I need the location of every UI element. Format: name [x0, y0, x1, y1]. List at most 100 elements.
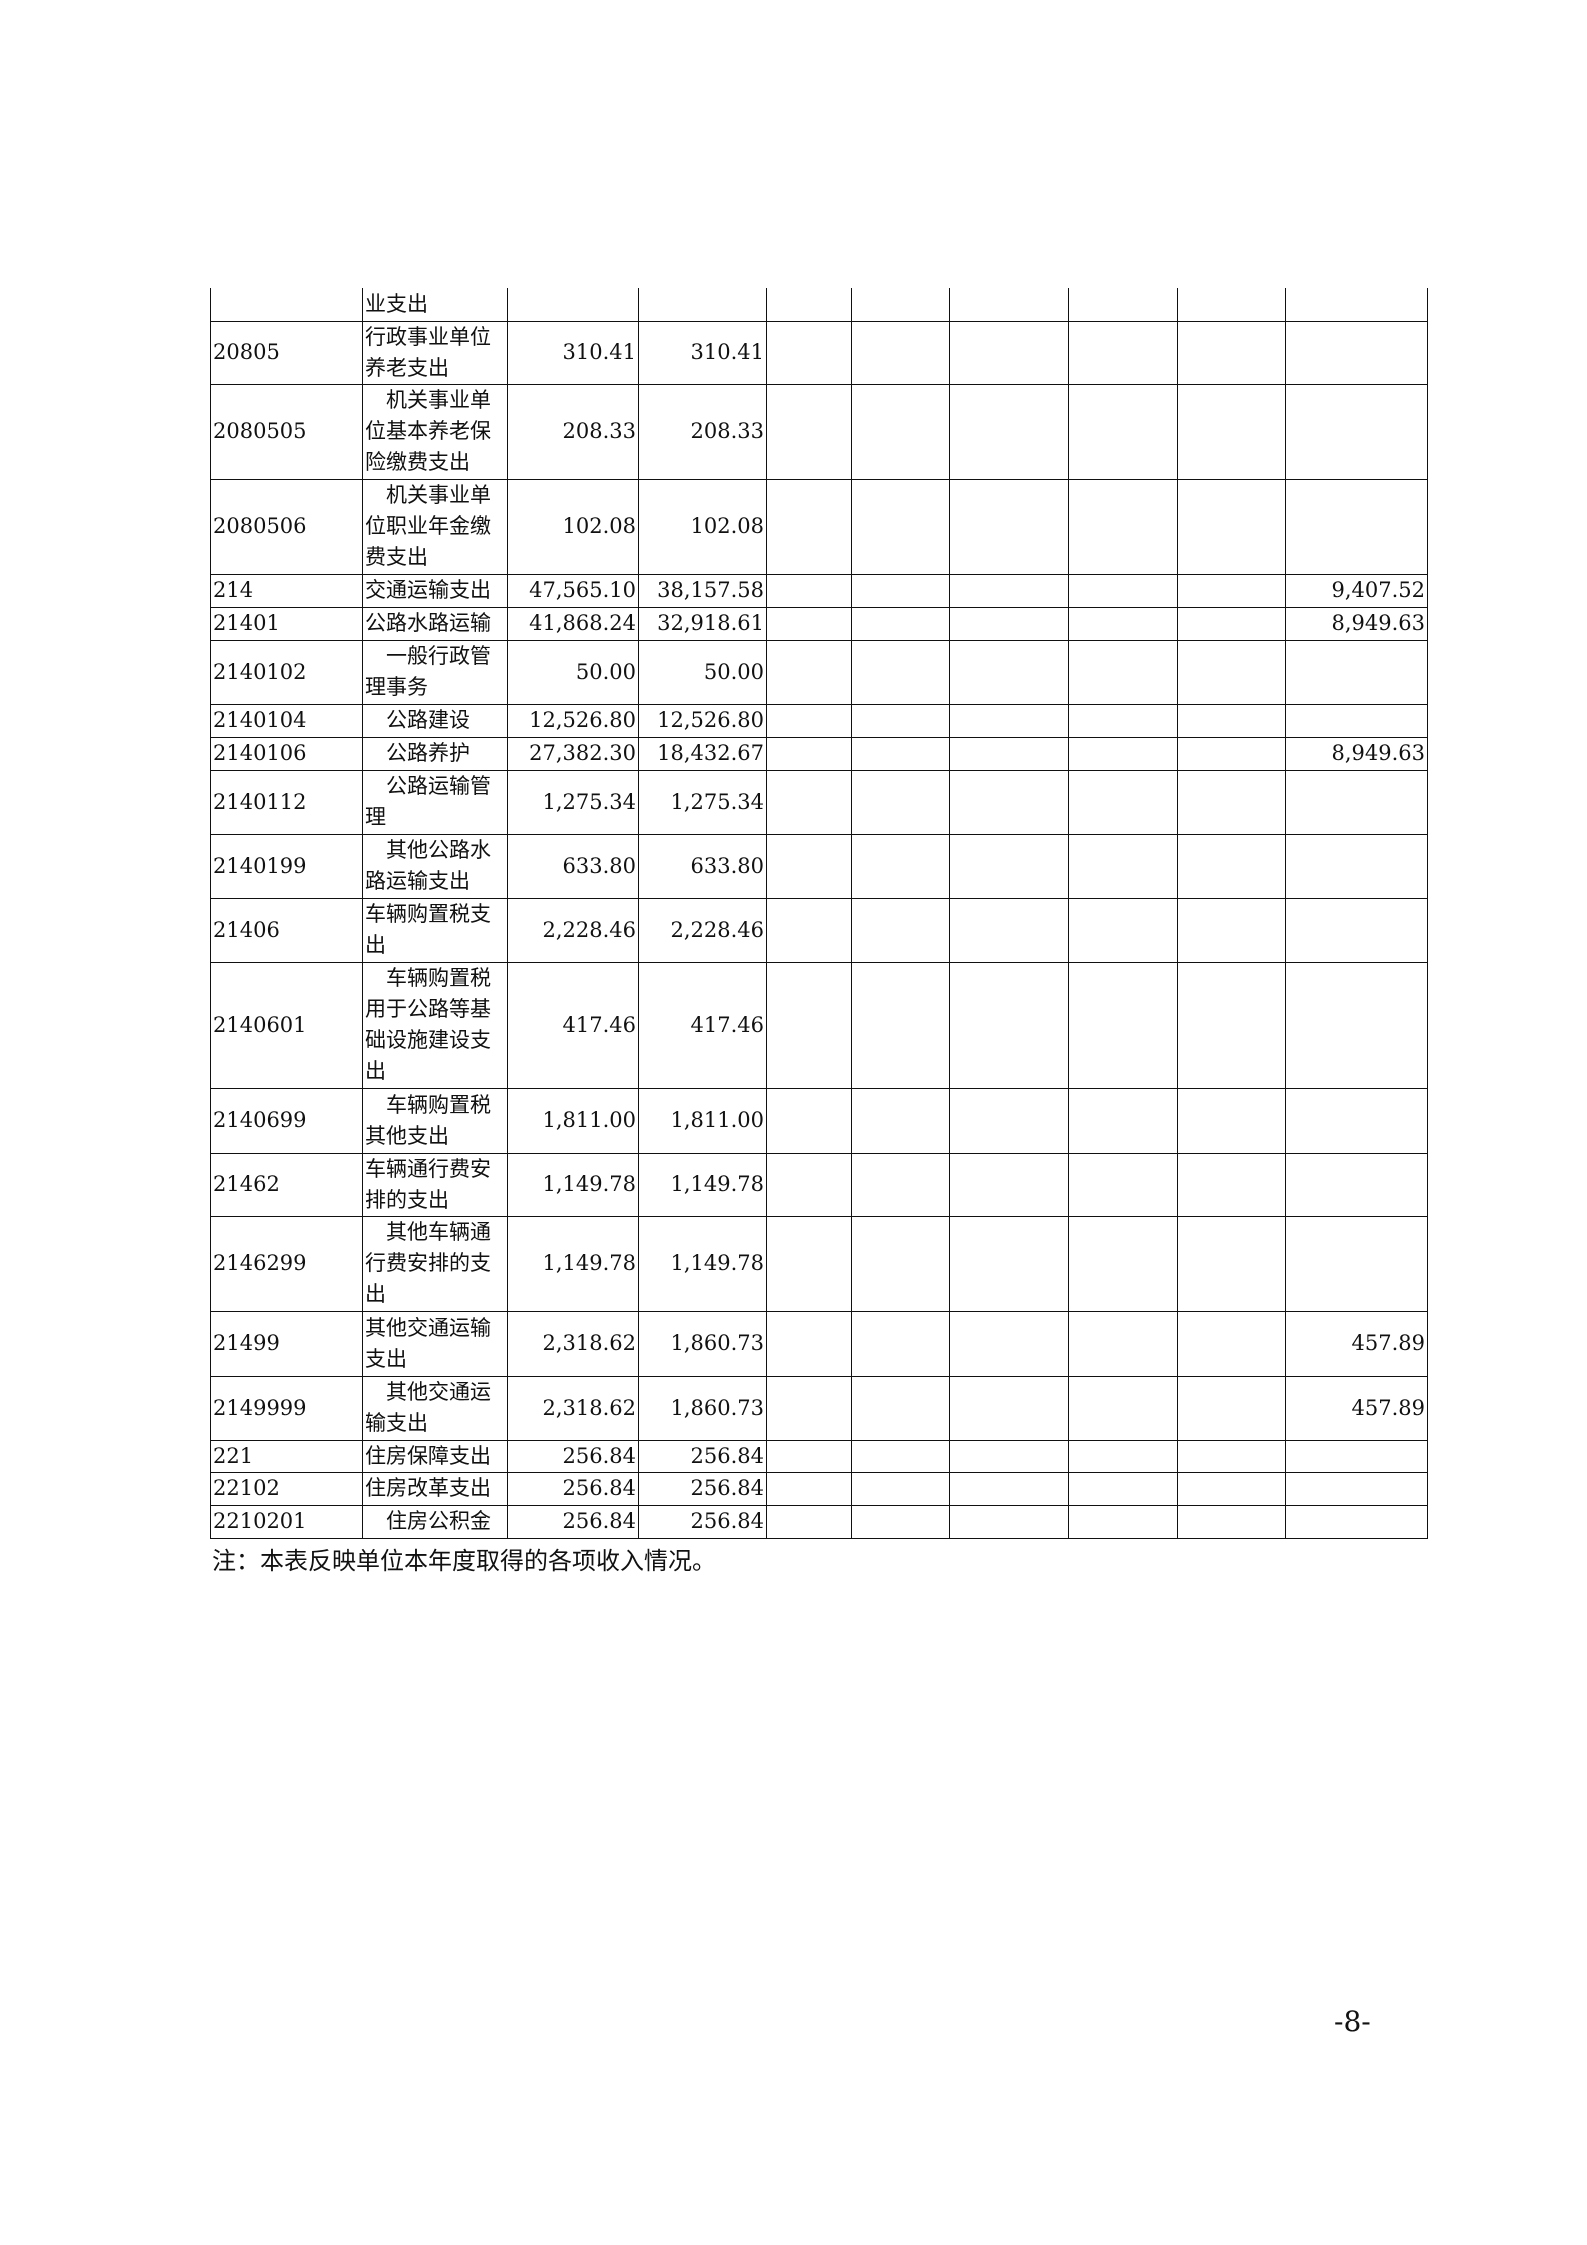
amount-cell: 2,228.46	[507, 897, 639, 963]
amount-cell	[1068, 1310, 1178, 1377]
amount-cell	[1068, 288, 1178, 322]
amount-cell	[1177, 961, 1286, 1089]
amount-cell: 633.80	[638, 833, 767, 899]
amount-cell	[1285, 1215, 1428, 1312]
amount-cell	[949, 1310, 1069, 1377]
subject-name-cell: 住房保障支出	[362, 1439, 508, 1473]
amount-cell	[851, 769, 950, 835]
subject-code-cell: 2080505	[210, 383, 363, 480]
amount-cell	[1285, 769, 1428, 835]
amount-cell	[949, 1152, 1069, 1217]
amount-cell	[1285, 1504, 1428, 1539]
subject-code-cell: 21406	[210, 897, 363, 963]
amount-cell	[1177, 736, 1286, 771]
subject-name-cell: 车辆购置税其他支出	[362, 1087, 508, 1154]
subject-name-cell: 住房公积金	[362, 1504, 508, 1539]
amount-cell	[766, 288, 852, 322]
amount-cell: 1,860.73	[638, 1310, 767, 1377]
amount-cell	[851, 1439, 950, 1473]
amount-cell	[1068, 1215, 1178, 1312]
amount-cell: 2,318.62	[507, 1310, 639, 1377]
subject-name-cell: 公路建设	[362, 703, 508, 738]
subject-code-cell: 2140102	[210, 639, 363, 705]
subject-code-cell: 2080506	[210, 478, 363, 575]
amount-cell	[851, 383, 950, 480]
amount-cell: 2,318.62	[507, 1375, 639, 1441]
amount-cell: 256.84	[507, 1471, 639, 1506]
amount-cell: 12,526.80	[638, 703, 767, 738]
amount-cell	[851, 703, 950, 738]
amount-cell	[851, 320, 950, 385]
amount-cell: 1,149.78	[638, 1152, 767, 1217]
amount-cell	[766, 833, 852, 899]
amount-cell	[949, 1215, 1069, 1312]
amount-cell	[1285, 320, 1428, 385]
amount-cell: 9,407.52	[1285, 573, 1428, 608]
table-row: 2140104 公路建设 12,526.80 12,526.80	[210, 703, 1428, 738]
amount-cell	[766, 1152, 852, 1217]
subject-code-cell: 21462	[210, 1152, 363, 1217]
subject-name-cell: 其他交通运输支出	[362, 1310, 508, 1377]
amount-cell: 8,949.63	[1285, 736, 1428, 771]
table-row: 21406 车辆购置税支出 2,228.46 2,228.46	[210, 897, 1428, 963]
amount-cell	[1285, 833, 1428, 899]
amount-cell	[949, 573, 1069, 608]
amount-cell	[851, 1310, 950, 1377]
amount-cell: 50.00	[507, 639, 639, 705]
subject-code-cell: 20805	[210, 320, 363, 385]
amount-cell	[766, 961, 852, 1089]
amount-cell	[851, 833, 950, 899]
subject-name-cell: 行政事业单位养老支出	[362, 320, 508, 385]
subject-code-cell: 2149999	[210, 1375, 363, 1441]
amount-cell	[851, 1471, 950, 1506]
amount-cell	[1068, 383, 1178, 480]
amount-cell	[949, 769, 1069, 835]
subject-code-cell: 21499	[210, 1310, 363, 1377]
amount-cell	[949, 1504, 1069, 1539]
table-row: 2140699 车辆购置税其他支出 1,811.00 1,811.00	[210, 1087, 1428, 1154]
subject-code-cell	[210, 288, 363, 322]
amount-cell	[949, 639, 1069, 705]
amount-cell	[1177, 573, 1286, 608]
amount-cell	[1177, 833, 1286, 899]
amount-cell: 102.08	[507, 478, 639, 575]
amount-cell	[1177, 1439, 1286, 1473]
amount-cell: 310.41	[507, 320, 639, 385]
amount-cell	[766, 769, 852, 835]
amount-cell	[949, 320, 1069, 385]
subject-code-cell: 2140112	[210, 769, 363, 835]
amount-cell	[1068, 1087, 1178, 1154]
subject-name-cell: 住房改革支出	[362, 1471, 508, 1506]
amount-cell	[851, 1375, 950, 1441]
amount-cell	[1068, 703, 1178, 738]
subject-code-cell: 214	[210, 573, 363, 608]
subject-name-cell: 其他车辆通行费安排的支出	[362, 1215, 508, 1312]
amount-cell: 47,565.10	[507, 573, 639, 608]
subject-code-cell: 2210201	[210, 1504, 363, 1539]
amount-cell	[1285, 639, 1428, 705]
page-number: -8-	[1334, 2005, 1371, 2038]
amount-cell	[1068, 1504, 1178, 1539]
subject-code-cell: 22102	[210, 1471, 363, 1506]
amount-cell	[949, 897, 1069, 963]
amount-cell	[766, 639, 852, 705]
amount-cell	[949, 1471, 1069, 1506]
amount-cell	[1177, 288, 1286, 322]
table-row: 21401 公路水路运输 41,868.24 32,918.61 8,949.63	[210, 606, 1428, 641]
table-row: 22102 住房改革支出 256.84 256.84	[210, 1471, 1428, 1506]
table-row: 2080505 机关事业单位基本养老保险缴费支出 208.33 208.33	[210, 383, 1428, 480]
subject-name-cell: 机关事业单位基本养老保险缴费支出	[362, 383, 508, 480]
table-row: 2080506 机关事业单位职业年金缴费支出 102.08 102.08	[210, 478, 1428, 575]
amount-cell	[851, 288, 950, 322]
amount-cell	[1177, 1471, 1286, 1506]
amount-cell	[851, 1152, 950, 1217]
amount-cell	[1177, 320, 1286, 385]
amount-cell	[949, 478, 1069, 575]
amount-cell	[1285, 478, 1428, 575]
amount-cell: 457.89	[1285, 1310, 1428, 1377]
amount-cell: 32,918.61	[638, 606, 767, 641]
subject-code-cell: 221	[210, 1439, 363, 1473]
subject-code-cell: 2140199	[210, 833, 363, 899]
table-row: 214 交通运输支出 47,565.10 38,157.58 9,407.52	[210, 573, 1428, 608]
subject-name-cell: 交通运输支出	[362, 573, 508, 608]
